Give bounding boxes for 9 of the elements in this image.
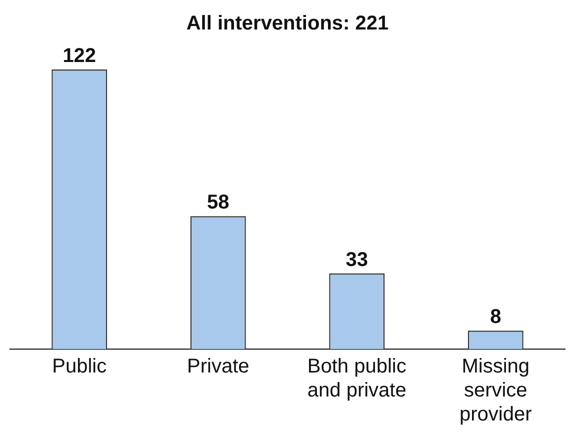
chart-title: All interventions: 221 <box>186 12 389 35</box>
x-tick-label: Public <box>52 356 107 378</box>
data-label: 33 <box>346 248 368 271</box>
x-tick-label: Both public and private <box>307 356 406 402</box>
x-tick-label: Private <box>187 356 250 378</box>
data-label: 8 <box>490 306 502 328</box>
data-label: 58 <box>207 192 230 214</box>
x-tick-label: Missing service provider <box>459 356 532 426</box>
data-label: 122 <box>62 45 96 68</box>
